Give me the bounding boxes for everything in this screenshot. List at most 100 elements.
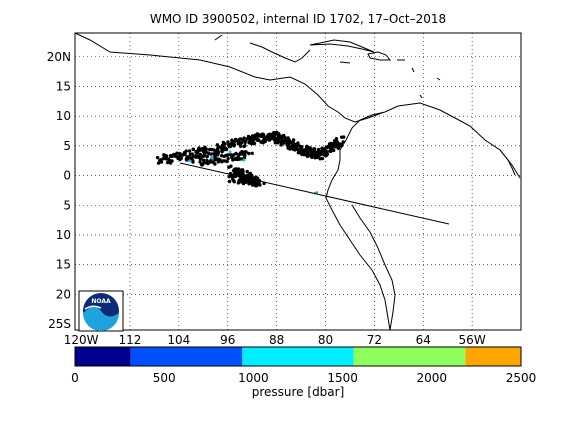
float-position-marker xyxy=(234,151,238,156)
lon-tick-label: 64 xyxy=(416,333,431,347)
map-axes: 20N 15 10 5 0 5 10 15 20 25S 120W 112 104 96 88 80 72 64… xyxy=(47,32,522,347)
float-position-marker xyxy=(277,134,281,138)
map-background xyxy=(75,33,521,330)
coastlines xyxy=(74,32,521,331)
float-position-marker xyxy=(201,158,206,162)
colorbar-bin xyxy=(242,347,354,366)
float-position-marker xyxy=(221,140,226,145)
float-position-marker xyxy=(243,153,247,158)
float-position-marker xyxy=(200,147,204,151)
float-position-marker xyxy=(227,179,232,184)
float-position-marker xyxy=(245,169,249,174)
float-position-marker xyxy=(203,161,207,165)
float-position-marker xyxy=(305,154,310,159)
float-position-marker xyxy=(185,157,189,161)
float-position-marker xyxy=(226,140,230,144)
float-position-marker xyxy=(315,155,319,160)
logo-wave xyxy=(83,306,119,331)
float-track xyxy=(155,130,346,195)
float-position-accent xyxy=(188,159,192,163)
andes-boundary xyxy=(351,204,396,331)
float-position-marker xyxy=(251,141,256,146)
colorbar-frame xyxy=(74,346,522,367)
colorbar-tick-labels: 0 500 1000 1500 2000 2500 xyxy=(71,371,536,385)
colorbar-tick-label: 500 xyxy=(153,371,176,385)
logo-gull xyxy=(84,305,102,310)
lon-tick-label: 96 xyxy=(220,333,235,347)
float-position-marker xyxy=(329,141,333,146)
float-position-marker xyxy=(155,155,160,160)
lat-tick-label: 20N xyxy=(47,50,71,64)
float-position-marker xyxy=(287,141,291,145)
float-position-marker xyxy=(288,147,292,151)
float-position-marker xyxy=(242,136,246,140)
lon-tick-label: 56W xyxy=(459,333,486,347)
colorbar-tick-label: 0 xyxy=(71,371,79,385)
lat-tick-label: 15 xyxy=(56,79,71,93)
float-position-marker xyxy=(238,157,242,161)
coastline-brazil-inner xyxy=(499,149,516,176)
float-position-marker xyxy=(241,169,245,174)
latitude-tick-labels: 20N 15 10 5 0 5 10 15 20 25S xyxy=(47,50,71,331)
colorbar-bin xyxy=(465,347,521,366)
lat-tick-label: 25S xyxy=(48,317,71,331)
lon-tick-label: 120W xyxy=(64,333,99,347)
float-position-marker xyxy=(249,136,253,140)
lat-tick-label: 5 xyxy=(63,198,71,212)
float-position-marker xyxy=(257,138,261,142)
map-grid xyxy=(75,33,521,330)
float-position-marker xyxy=(279,140,283,144)
float-position-marker xyxy=(228,144,233,149)
lat-tick-label: 0 xyxy=(63,169,71,183)
colorbar-tick-label: 2000 xyxy=(417,371,448,385)
colorbar-tick-label: 1500 xyxy=(327,371,358,385)
float-position-marker xyxy=(256,182,260,186)
float-position-marker xyxy=(204,150,208,154)
float-position-marker xyxy=(247,178,252,182)
float-position-marker xyxy=(198,152,203,157)
float-position-marker xyxy=(170,159,174,163)
logo-text: NOAA xyxy=(91,298,111,305)
float-position-marker xyxy=(162,153,166,157)
longitude-tick-labels: 120W 112 104 96 88 80 72 64 56W xyxy=(64,333,486,347)
float-position-marker xyxy=(311,150,315,154)
float-position-marker xyxy=(199,162,204,167)
float-position-marker xyxy=(244,174,249,178)
float-position-marker xyxy=(191,155,195,159)
float-position-marker xyxy=(295,145,299,149)
colorbar-bin xyxy=(75,347,131,366)
float-position-marker xyxy=(197,146,201,150)
float-position-marker xyxy=(226,156,230,161)
trajectory-line xyxy=(179,162,450,225)
float-position-marker xyxy=(220,154,224,158)
float-position-marker xyxy=(183,151,187,156)
float-position-marker xyxy=(330,146,334,150)
noaa-logo: NOAA xyxy=(78,290,124,332)
figure-title: WMO ID 3900502, internal ID 1702, 17–Oct… xyxy=(150,12,446,26)
coastline-central-america xyxy=(74,32,383,123)
float-position-marker xyxy=(247,151,251,156)
float-position-marker xyxy=(292,143,296,148)
float-position-marker xyxy=(191,147,195,151)
float-position-marker xyxy=(259,140,263,144)
float-position-marker xyxy=(220,143,225,147)
float-position-marker xyxy=(187,149,192,153)
lat-tick-label: 20 xyxy=(56,287,71,301)
colorbar-bins xyxy=(75,347,521,366)
coastline-gulf xyxy=(214,34,311,63)
float-position-marker xyxy=(310,154,314,158)
float-position-marker xyxy=(250,151,254,155)
float-position-marker xyxy=(172,154,177,158)
float-position-marker xyxy=(229,164,233,168)
float-position-marker xyxy=(298,150,302,154)
float-position-marker xyxy=(341,140,345,144)
float-position-marker xyxy=(334,137,339,141)
float-position-marker xyxy=(296,148,300,152)
float-position-marker xyxy=(286,136,290,140)
float-position-marker xyxy=(235,169,240,173)
lon-tick-label: 88 xyxy=(269,333,284,347)
float-position-marker xyxy=(299,146,303,151)
float-position-marker xyxy=(236,142,240,146)
float-position-marker xyxy=(320,156,325,161)
